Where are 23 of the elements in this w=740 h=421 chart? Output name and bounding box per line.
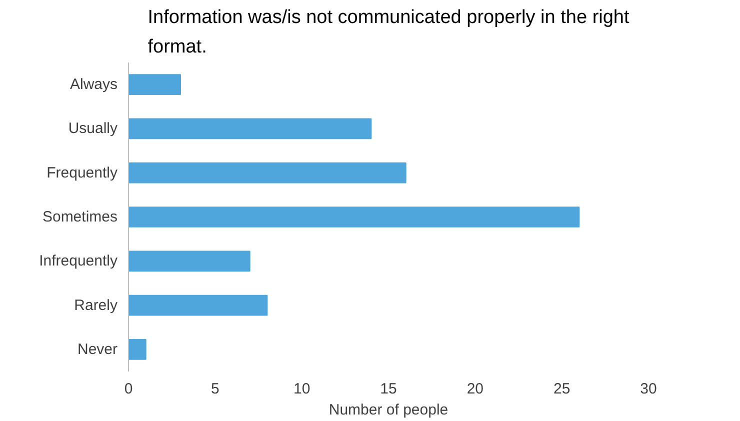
y-tick-label: Rarely: [74, 296, 118, 314]
x-tick-label: 20: [466, 380, 484, 398]
y-tick-label: Usually: [68, 120, 118, 138]
y-tick-label: Frequently: [46, 164, 118, 182]
x-tick-label: 0: [124, 380, 133, 398]
x-tick-label: 25: [553, 380, 570, 398]
bar: [128, 118, 372, 140]
chart-title: Information was/is not communicated properly in the right format.: [148, 7, 630, 58]
bar: [128, 294, 268, 316]
bar: [128, 338, 146, 360]
bar: [128, 162, 406, 184]
y-tick-label: Infrequently: [39, 252, 118, 270]
x-axis-title: Number of people: [328, 402, 448, 418]
y-tick-label: Always: [70, 76, 118, 94]
y-tick-label: Never: [77, 340, 118, 358]
bar: [128, 74, 181, 96]
x-tick-label: 15: [380, 380, 397, 398]
bar: [128, 250, 250, 272]
bar: [128, 206, 580, 228]
x-tick-label: 5: [210, 380, 220, 398]
x-tick-label: 30: [640, 380, 657, 398]
x-tick-label: 10: [293, 380, 310, 398]
y-tick-label: Sometimes: [42, 208, 118, 226]
